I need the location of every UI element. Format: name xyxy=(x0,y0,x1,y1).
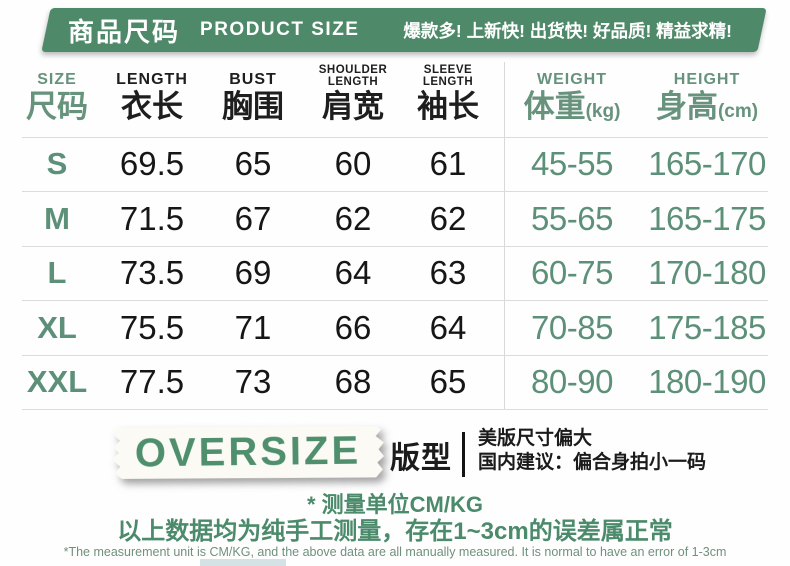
cell-bust: 67 xyxy=(234,199,272,237)
table-row-m: M 71.5 67 62 62 55-65 165-175 xyxy=(0,191,790,246)
column-header-height-en: HEIGHT xyxy=(673,71,741,88)
row-divider xyxy=(22,355,768,356)
column-header-length-cn: 衣长 xyxy=(121,89,183,124)
cell-weight: 70-85 xyxy=(531,308,613,346)
cell-bust: 71 xyxy=(234,308,272,346)
cell-shoulder: 62 xyxy=(334,199,372,237)
cell-shoulder: 68 xyxy=(334,363,372,400)
cell-size: S xyxy=(46,146,68,181)
row-divider xyxy=(22,191,768,192)
column-header-bust: BUST 胸围 xyxy=(222,62,284,126)
torn-paper-label: OVERSIZE xyxy=(112,424,385,480)
cell-bust: 73 xyxy=(234,363,272,400)
cell-size: XXL xyxy=(26,364,88,399)
cell-height: 165-170 xyxy=(648,145,766,182)
column-header-bust-en: BUST xyxy=(229,71,277,88)
footnote-unit: * 测量单位CM/KG xyxy=(306,492,483,517)
banner-title-cn: 商品尺码 xyxy=(68,16,181,47)
column-header-shoulder-en: SHOULDER LENGTH xyxy=(318,64,388,88)
cell-height: 170-180 xyxy=(648,254,766,291)
row-divider xyxy=(22,137,768,138)
cell-bust: 69 xyxy=(234,254,272,291)
row-divider xyxy=(22,300,768,301)
cell-height: 180-190 xyxy=(648,363,766,400)
table-row-l: L 73.5 69 64 63 60-75 170-180 xyxy=(0,246,790,300)
column-header-size-en: SIZE xyxy=(37,71,77,88)
cell-length: 77.5 xyxy=(119,363,185,400)
header-banner: 商品尺码 PRODUCT SIZE 爆款多! 上新快! 出货快! 好品质! 精益… xyxy=(41,8,767,52)
table-row-xl: XL 75.5 71 66 64 70-85 175-185 xyxy=(0,300,790,355)
cell-shoulder: 60 xyxy=(334,145,372,182)
fit-divider-bar xyxy=(462,432,465,477)
cell-length: 73.5 xyxy=(119,254,185,291)
column-header-height: HEIGHT 身高(cm) xyxy=(656,62,758,131)
weight-unit-label: (kg) xyxy=(585,101,621,122)
banner-slogan: 爆款多! 上新快! 出货快! 好品质! 精益求精! xyxy=(403,20,732,41)
banner-title-en: PRODUCT SIZE xyxy=(200,19,360,40)
cell-weight: 60-75 xyxy=(531,254,613,291)
cell-length: 69.5 xyxy=(119,145,185,182)
cell-height: 175-185 xyxy=(648,308,766,346)
cell-shoulder: 66 xyxy=(334,308,372,346)
column-header-height-cn: 身高(cm) xyxy=(655,89,759,124)
cell-length: 75.5 xyxy=(119,308,185,346)
table-row-xxl: XXL 77.5 73 68 65 80-90 180-190 xyxy=(0,355,790,409)
cell-sleeve: 64 xyxy=(429,308,467,346)
cell-sleeve: 61 xyxy=(429,145,467,182)
cell-weight: 80-90 xyxy=(531,363,613,400)
vertical-divider-line xyxy=(504,62,505,410)
table-row-s: S 69.5 65 60 61 45-55 165-170 xyxy=(0,137,790,191)
row-divider xyxy=(22,246,768,247)
fit-note-line1: 美版尺寸偏大 xyxy=(478,428,593,449)
column-header-sleeve-cn: 袖长 xyxy=(417,89,479,124)
fit-note-line2: 国内建议：偏合身拍小一码 xyxy=(478,451,707,473)
column-header-weight-cn: 体重(kg) xyxy=(523,89,621,124)
cell-sleeve: 63 xyxy=(429,254,467,291)
column-header-shoulder: SHOULDER LENGTH 肩宽 xyxy=(319,62,388,126)
column-header-size-cn: 尺码 xyxy=(26,89,88,124)
cell-bust: 65 xyxy=(234,145,272,182)
cell-sleeve: 62 xyxy=(429,199,467,237)
next-section-peek xyxy=(200,559,286,566)
cell-length: 71.5 xyxy=(119,199,185,237)
column-header-weight: WEIGHT 体重(kg) xyxy=(524,62,621,131)
row-divider xyxy=(22,409,768,410)
fit-notes: 美版尺寸偏大 国内建议：偏合身拍小一码 xyxy=(478,427,706,474)
cell-height: 165-175 xyxy=(648,199,766,237)
oversize-badge: OVERSIZE xyxy=(112,424,385,480)
fit-type-label: 版型 xyxy=(390,442,452,475)
cell-weight: 45-55 xyxy=(531,145,613,182)
footnote-measure: 以上数据均为纯手工测量，存在1~3cm的误差属正常 xyxy=(117,518,673,545)
column-header-sleeve: SLEEVE LENGTH 袖长 xyxy=(417,62,479,126)
height-unit-label: (cm) xyxy=(717,101,759,122)
column-header-length: LENGTH 衣长 xyxy=(116,62,188,126)
cell-weight: 55-65 xyxy=(531,199,613,237)
cell-shoulder: 64 xyxy=(334,254,372,291)
cell-size: XL xyxy=(37,309,77,345)
column-header-weight-en: WEIGHT xyxy=(536,71,607,88)
column-header-shoulder-cn: 肩宽 xyxy=(322,89,384,124)
column-header-bust-cn: 胸围 xyxy=(222,89,284,124)
column-header-size: SIZE 尺码 xyxy=(26,62,88,126)
column-header-sleeve-en: SLEEVE LENGTH xyxy=(422,64,474,88)
footnote-english: *The measurement unit is CM/KG, and the … xyxy=(63,545,727,559)
cell-sleeve: 65 xyxy=(429,363,467,400)
cell-size: L xyxy=(47,255,67,290)
oversize-badge-text: OVERSIZE xyxy=(134,428,362,476)
cell-size: M xyxy=(44,200,70,236)
column-header-length-en: LENGTH xyxy=(116,71,188,88)
